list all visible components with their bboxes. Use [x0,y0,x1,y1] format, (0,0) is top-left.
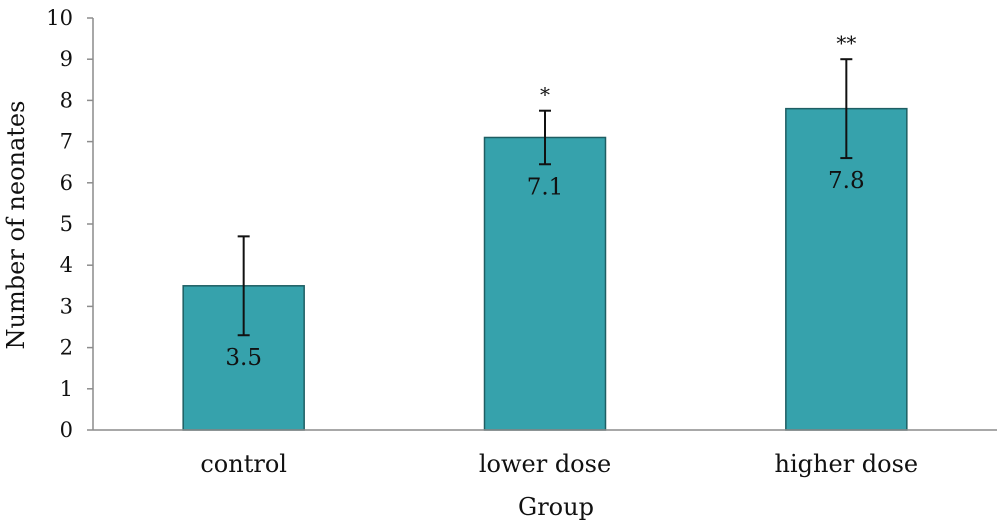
y-tick-label: 3 [60,294,73,318]
y-tick-label: 6 [60,171,73,195]
y-tick-label: 9 [60,47,73,71]
significance-marker: ** [836,31,856,55]
bar [785,107,908,431]
x-axis-title: Group [518,493,594,521]
x-category-label: control [200,450,287,478]
error-bars [237,58,853,337]
bar [483,136,607,431]
significance-marker: * [540,83,550,107]
data-label: 7.8 [828,168,865,194]
y-tick-label: 4 [60,253,73,277]
bar-series [182,107,908,431]
y-tick-label: 5 [60,212,73,236]
y-tick-label: 1 [60,377,73,401]
data-labels: 3.5 7.1 * 7.8 ** [225,31,864,371]
data-label: 7.1 [527,174,564,200]
y-axis-title: Number of neonates [2,101,30,350]
y-tick-label: 2 [60,336,73,360]
data-label: 3.5 [225,345,262,371]
x-category-label: higher dose [775,450,919,478]
y-tick-label: 0 [60,418,73,442]
x-category-label: lower dose [479,450,611,478]
y-axis-ticks: 0 1 2 3 4 5 6 7 8 9 10 [46,6,93,442]
y-tick-label: 8 [60,88,73,112]
y-tick-label: 10 [46,6,73,30]
x-axis-categories: control lower dose higher dose [200,450,918,478]
y-tick-label: 7 [60,130,73,154]
